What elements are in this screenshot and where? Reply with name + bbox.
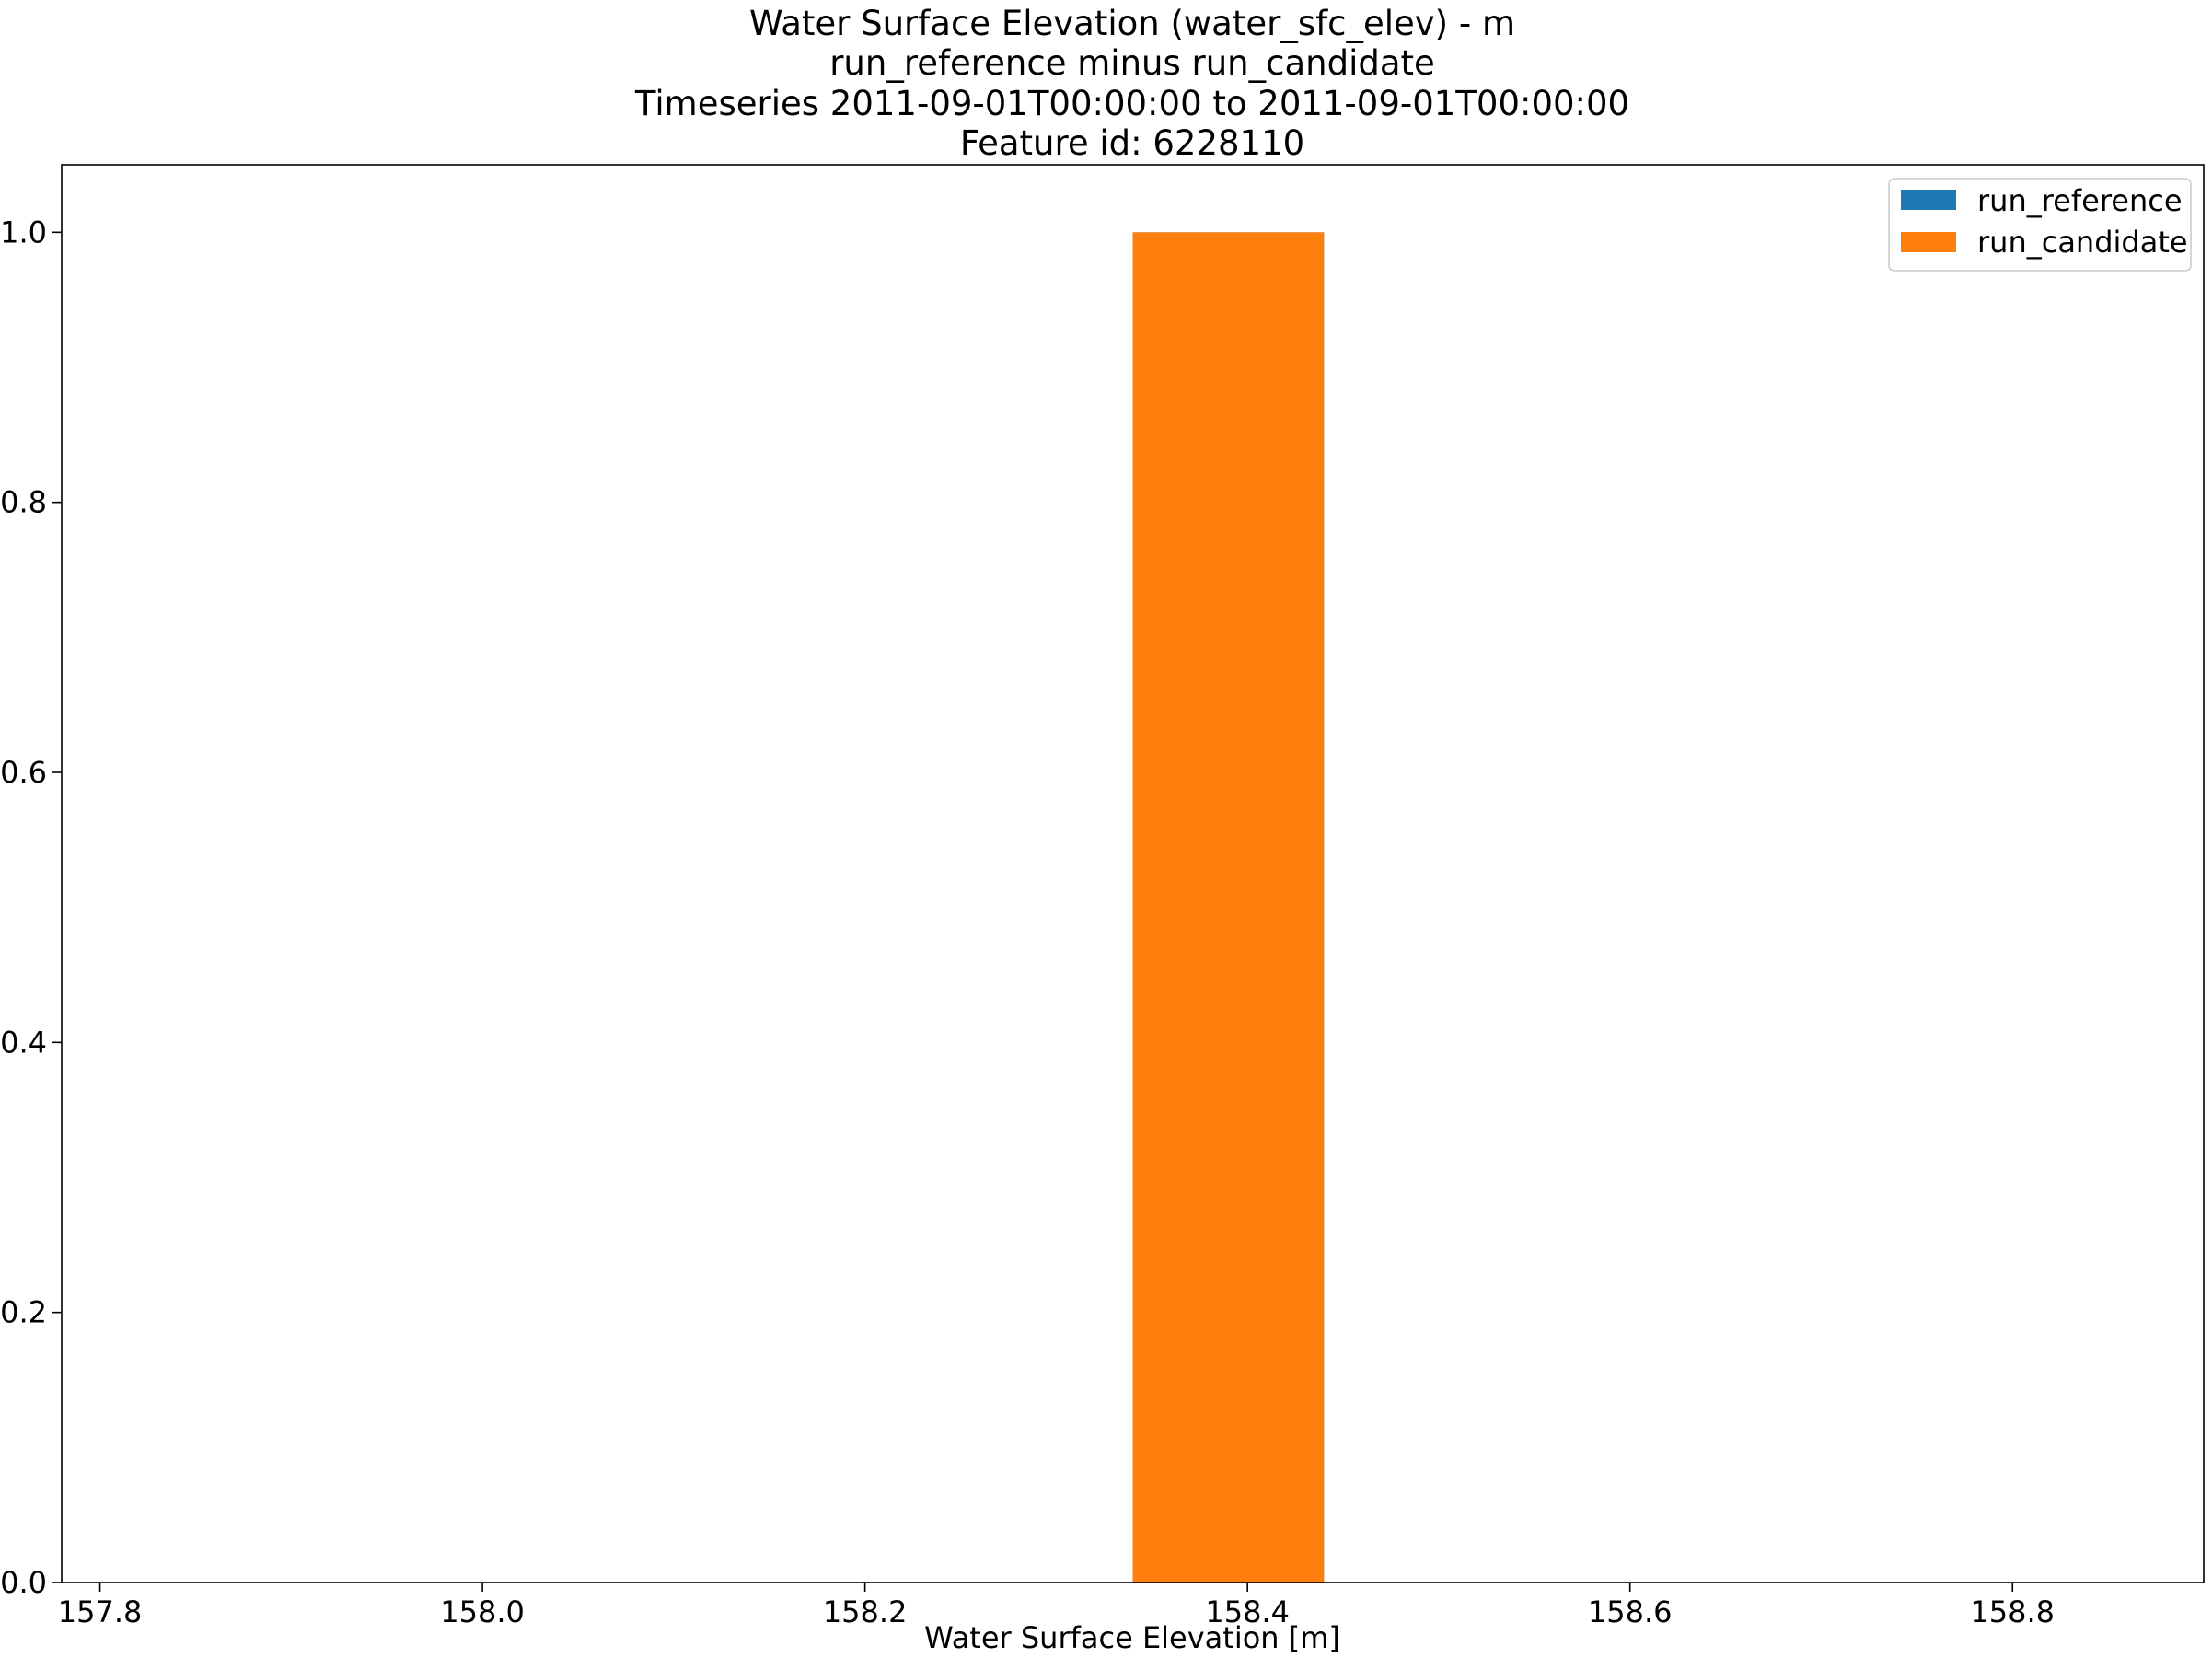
bar-run-candidate-0 [1132, 232, 1325, 1583]
title-line-1: Water Surface Elevation (water_sfc_elev)… [749, 4, 1515, 43]
y-tick-label-5: 1.0 [0, 214, 47, 249]
legend: run_reference run_candidate [1888, 178, 2192, 272]
x-tick-label-3: 158.4 [1205, 1594, 1290, 1629]
chart-title: Water Surface Elevation (water_sfc_elev)… [634, 4, 1629, 163]
legend-swatch-run-reference [1901, 190, 1956, 210]
title-line-4: Feature id: 6228110 [960, 123, 1304, 163]
y-tick-label-3: 0.6 [0, 755, 47, 790]
y-tick-label-4: 0.8 [0, 485, 47, 520]
bars-layer [1132, 232, 1325, 1583]
legend-swatch-run-candidate [1901, 232, 1956, 252]
x-tick-label-2: 158.2 [823, 1594, 908, 1629]
x-tick-label-0: 157.8 [58, 1594, 143, 1629]
legend-label-run-reference: run_reference [1977, 183, 2183, 218]
x-tick-label-1: 158.0 [440, 1594, 525, 1629]
legend-box [1888, 178, 2192, 272]
x-axis-ticks: 157.8 158.0 158.2 158.4 158.6 158.8 [58, 1583, 2055, 1629]
title-line-2: run_reference minus run_candidate [829, 43, 1435, 83]
legend-label-run-candidate: run_candidate [1977, 225, 2188, 260]
x-axis-label: Water Surface Elevation [m] [924, 1620, 1340, 1655]
y-tick-label-1: 0.2 [0, 1295, 47, 1330]
y-axis-ticks: 0.0 0.2 0.4 0.6 0.8 1.0 [0, 214, 62, 1600]
plot-area-frame [61, 164, 2205, 1583]
x-tick-label-5: 158.8 [1970, 1594, 2055, 1629]
title-line-3: Timeseries 2011-09-01T00:00:00 to 2011-0… [634, 84, 1629, 123]
y-tick-label-2: 0.4 [0, 1025, 47, 1060]
y-tick-label-0: 0.0 [0, 1565, 47, 1600]
x-tick-label-4: 158.6 [1588, 1594, 1673, 1629]
